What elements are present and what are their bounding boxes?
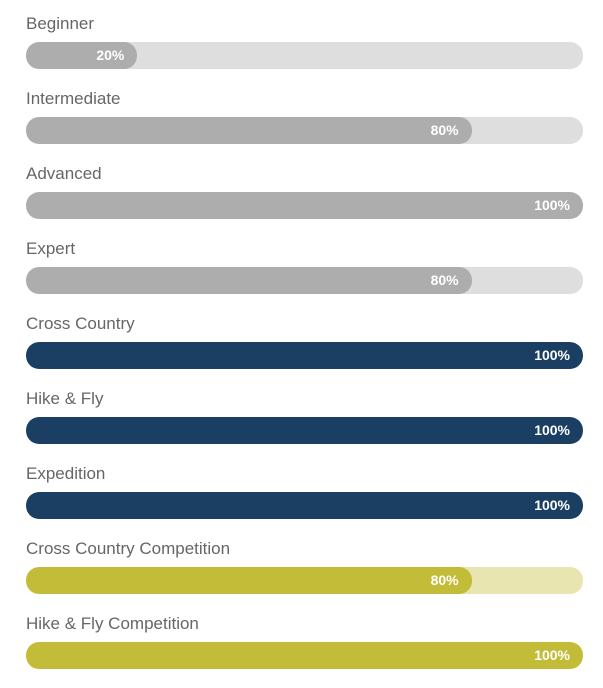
progress-fill: 100%: [26, 492, 583, 519]
skill-label: Intermediate: [26, 89, 121, 108]
skill-item-cross-country-competition: Cross Country Competition 80%: [26, 538, 583, 613]
progress-percent: 80%: [430, 272, 459, 288]
progress-track: 100%: [26, 492, 583, 519]
progress-percent: 80%: [430, 122, 459, 138]
skill-bar-list: Beginner 20% Intermediate 80% Advanced 1…: [26, 13, 583, 688]
skill-label: Hike & Fly Competition: [26, 614, 199, 633]
skill-item-cross-country: Cross Country 100%: [26, 313, 583, 388]
progress-percent: 80%: [430, 572, 459, 588]
progress-fill: 100%: [26, 342, 583, 369]
progress-percent: 100%: [534, 347, 570, 363]
skill-label: Cross Country: [26, 314, 135, 333]
progress-track: 100%: [26, 417, 583, 444]
progress-fill: 80%: [26, 567, 472, 594]
progress-track: 100%: [26, 192, 583, 219]
skill-item-expedition: Expedition 100%: [26, 463, 583, 538]
progress-fill: 20%: [26, 42, 138, 69]
progress-percent: 100%: [534, 197, 570, 213]
progress-track: 20%: [26, 42, 583, 69]
skill-item-hike-and-fly: Hike & Fly 100%: [26, 388, 583, 463]
progress-fill: 100%: [26, 417, 583, 444]
skill-item-advanced: Advanced 100%: [26, 163, 583, 238]
skill-item-hike-and-fly-competition: Hike & Fly Competition 100%: [26, 613, 583, 688]
progress-fill: 100%: [26, 192, 583, 219]
progress-track: 80%: [26, 117, 583, 144]
skill-item-expert: Expert 80%: [26, 238, 583, 313]
progress-track: 80%: [26, 567, 583, 594]
progress-fill: 100%: [26, 642, 583, 669]
progress-percent: 100%: [534, 647, 570, 663]
progress-fill: 80%: [26, 267, 472, 294]
progress-percent: 100%: [534, 497, 570, 513]
skill-label: Hike & Fly: [26, 389, 104, 408]
skill-item-intermediate: Intermediate 80%: [26, 88, 583, 163]
skill-label: Advanced: [26, 164, 102, 183]
skill-label: Expert: [26, 239, 76, 258]
skill-item-beginner: Beginner 20%: [26, 13, 583, 88]
skill-label: Cross Country Competition: [26, 539, 231, 558]
progress-track: 100%: [26, 642, 583, 669]
progress-fill: 80%: [26, 117, 472, 144]
progress-percent: 100%: [534, 422, 570, 438]
skill-label: Expedition: [26, 464, 106, 483]
progress-percent: 20%: [96, 47, 125, 63]
progress-track: 100%: [26, 342, 583, 369]
skill-label: Beginner: [26, 14, 95, 33]
progress-track: 80%: [26, 267, 583, 294]
